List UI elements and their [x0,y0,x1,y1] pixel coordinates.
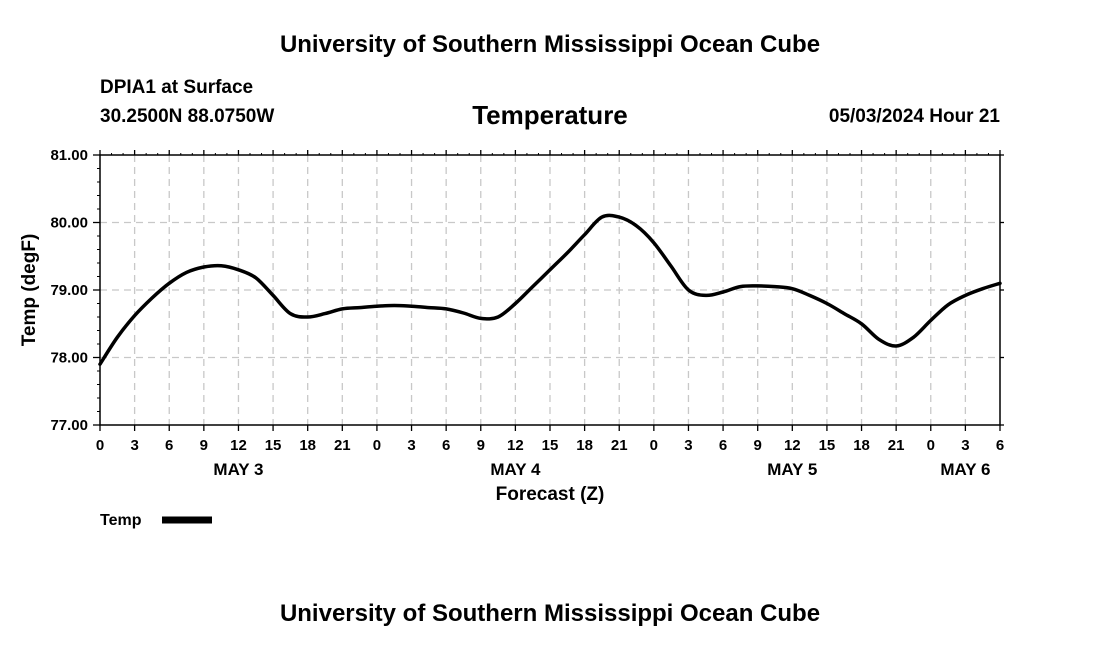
y-axis-title: Temp (degF) [19,234,40,347]
grid-lines [100,155,1000,425]
x-tick-label: 18 [853,437,870,454]
axis-labels: 0 3 6 9 12 15 18 21 0 3 6 9 12 15 18 21 0 3 6 9 12 15 18 21 0 3 6 7… [50,147,1004,479]
x-tick-label: 12 [230,437,247,454]
axis-ticks [93,150,1004,431]
y-tick-label: 79.00 [50,282,88,299]
x-tick-label: 3 [407,437,415,454]
x-tick-label: 0 [373,437,381,454]
x-tick-label: 15 [819,437,836,454]
x-tick-label: 18 [299,437,316,454]
footer-title: University of Southern Mississippi Ocean… [279,600,821,627]
day-label: MAY 4 [490,460,541,479]
plot-frame [99,154,1001,426]
day-label: MAY 6 [940,460,990,479]
x-tick-label: 3 [684,437,692,454]
x-tick-label: 21 [334,437,351,454]
x-tick-label: 0 [650,437,658,454]
y-tick-label: 80.00 [50,215,88,232]
y-tick-label: 81.00 [50,147,88,164]
legend-label-temp: Temp [100,512,142,529]
day-label: MAY 5 [767,460,817,479]
station-label: DPIA1 at Surface [100,77,254,98]
x-tick-label: 0 [96,437,104,454]
x-tick-label: 18 [576,437,593,454]
x-tick-label: 0 [927,437,935,454]
x-tick-label: 12 [784,437,801,454]
x-axis-title: Forecast (Z) [496,484,605,505]
x-tick-label: 9 [477,437,485,454]
lat-lon-label: 30.2500N 88.0750W [100,106,275,127]
x-tick-label: 21 [611,437,628,454]
y-tick-label: 77.00 [50,417,88,434]
x-tick-label: 12 [507,437,524,454]
series-line-temp [98,213,1002,366]
page-title: University of Southern Mississippi Ocean… [279,31,821,58]
day-label: MAY 3 [213,460,263,479]
y-tick-label: 78.00 [50,350,88,367]
x-tick-label: 6 [442,437,450,454]
date-stamp: 05/03/2024 Hour 21 [828,106,1000,127]
x-tick-label: 6 [165,437,173,454]
legend: Temp [100,512,212,529]
x-tick-label: 15 [542,437,559,454]
x-tick-label: 3 [961,437,969,454]
x-tick-label: 3 [130,437,138,454]
x-tick-label: 6 [996,437,1004,454]
x-tick-label: 9 [200,437,208,454]
chart-title: Temperature [472,100,628,130]
x-tick-label: 6 [719,437,727,454]
x-tick-label: 9 [754,437,762,454]
x-tick-label: 15 [265,437,282,454]
x-tick-label: 21 [888,437,905,454]
